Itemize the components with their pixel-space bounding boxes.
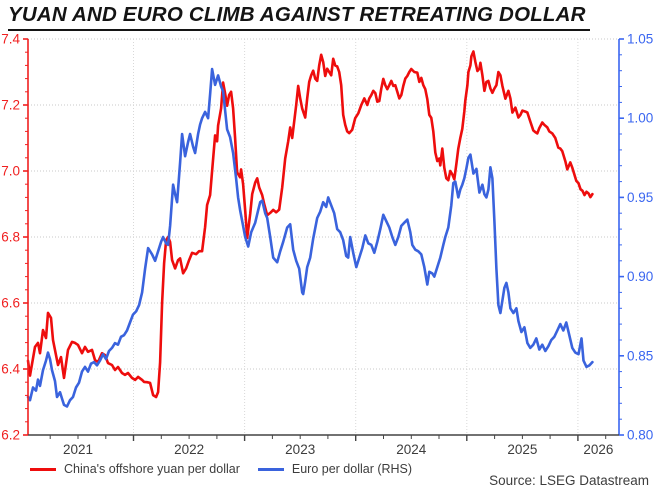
yuan-line-swatch [30,467,56,471]
right-axis-tick-label: 0.85 [627,348,653,363]
left-axis-tick-label: 7.4 [1,32,20,47]
left-axis-tick-label: 7.0 [1,164,20,179]
page-title: YUAN AND EURO CLIMB AGAINST RETREATING D… [8,1,590,31]
x-axis-year-label: 2021 [63,442,93,457]
x-axis-year-label: 2026 [583,442,613,457]
euro-series-line [26,67,594,408]
x-axis-year-label: 2023 [285,442,315,457]
right-axis-tick-label: 0.95 [627,190,653,205]
legend-item-yuan: China's offshore yuan per dollar [30,462,240,476]
x-axis-year-label: 2022 [174,442,204,457]
right-axis-tick-label: 0.80 [627,428,653,443]
right-axis-tick-label: 1.00 [627,111,653,126]
left-axis-tick-label: 7.2 [1,98,20,113]
legend-item-euro: Euro per dollar (RHS) [257,462,413,476]
legend: China's offshore yuan per dollar Euro pe… [30,461,412,477]
left-axis-tick-label: 6.2 [1,428,20,443]
legend-label-euro: Euro per dollar (RHS) [291,462,413,476]
legend-label-yuan: China's offshore yuan per dollar [64,462,240,476]
source-credit: Source: LSEG Datastream [489,473,649,488]
left-axis-tick-label: 6.8 [1,230,20,245]
x-axis-year-label: 2025 [507,442,537,457]
left-axis-tick-label: 6.4 [1,362,20,377]
left-axis-tick-label: 6.6 [1,296,20,311]
x-axis-year-label: 2024 [396,442,427,457]
right-axis-tick-label: 0.90 [627,269,653,284]
yuan-series-line [26,50,594,399]
right-axis-tick-label: 1.05 [627,32,653,47]
euro-line-swatch [257,467,284,471]
